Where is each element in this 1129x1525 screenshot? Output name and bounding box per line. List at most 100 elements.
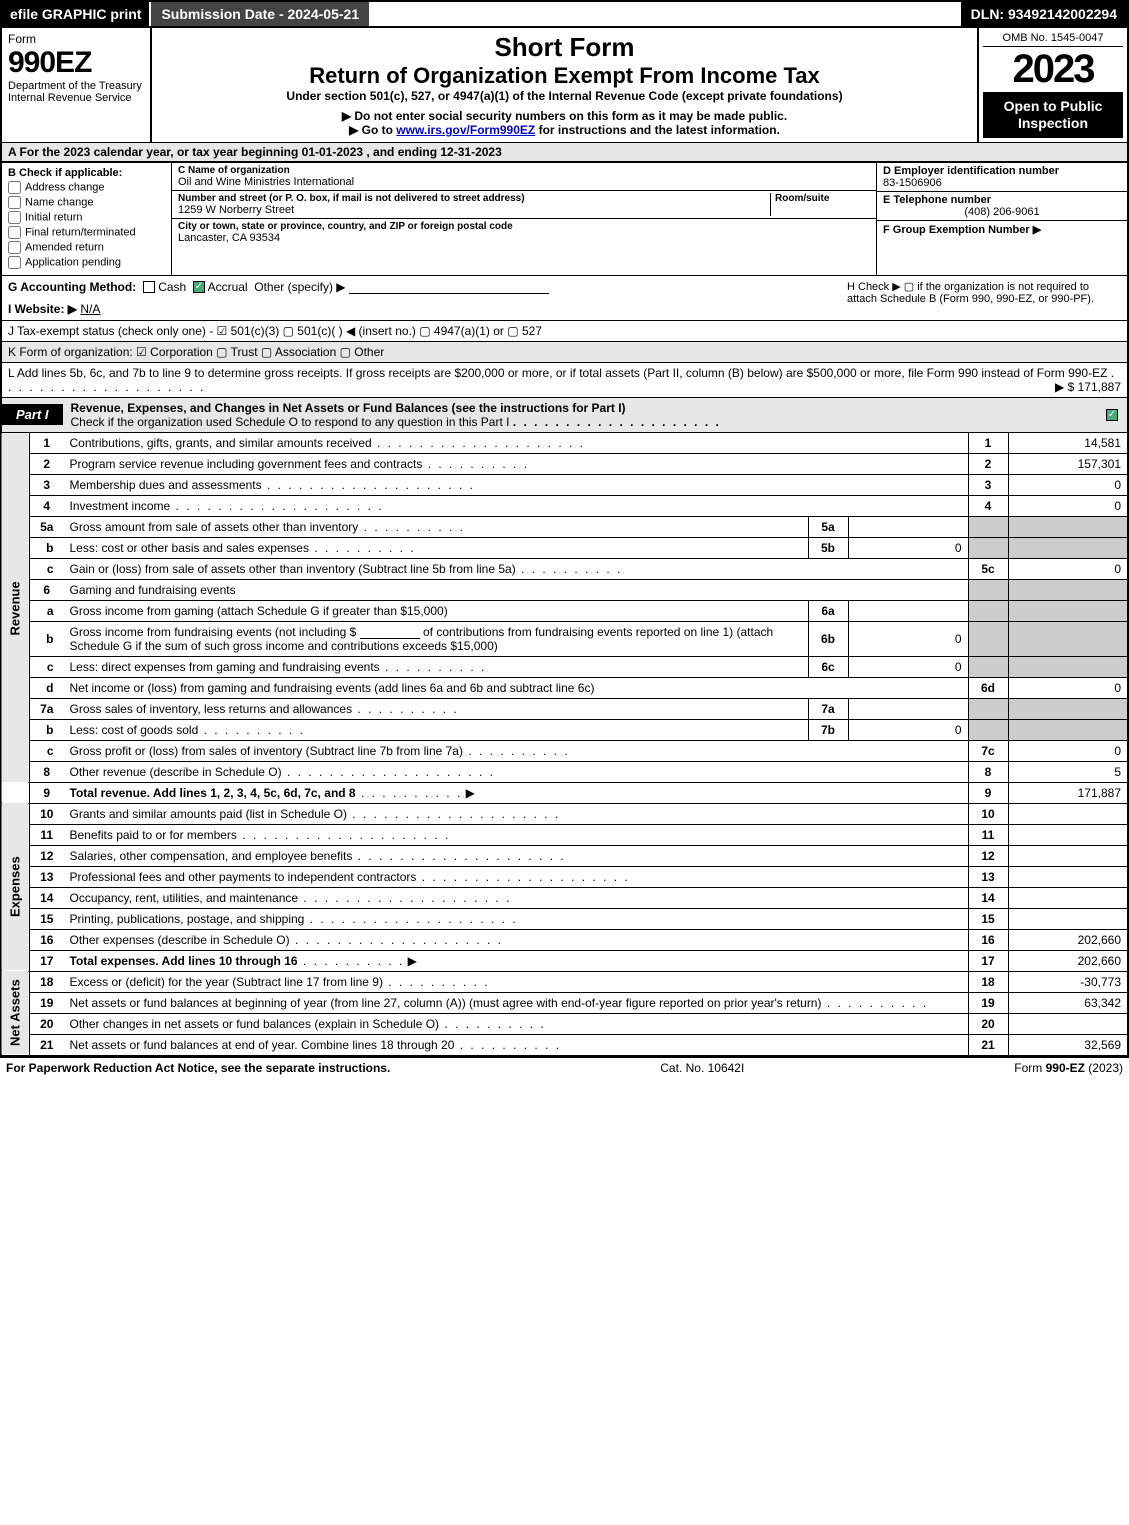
line-desc: Less: direct expenses from gaming and fu… [70,660,380,674]
footer-left: For Paperwork Reduction Act Notice, see … [6,1061,390,1075]
line-desc: Net assets or fund balances at end of ye… [70,1038,455,1052]
goto-pre: ▶ Go to [349,123,396,137]
sub-num: 5b [808,537,848,558]
irs-link[interactable]: www.irs.gov/Form990EZ [396,123,535,137]
line-desc: Professional fees and other payments to … [70,870,417,884]
line-num: 10 [30,803,64,824]
line-num: 21 [30,1034,64,1055]
line-8: 8 Other revenue (describe in Schedule O)… [1,761,1128,782]
col-val: -30,773 [1008,971,1128,992]
col-val: 14,581 [1008,433,1128,454]
line-desc: Other changes in net assets or fund bala… [70,1017,440,1031]
col-val-shade [1008,621,1128,656]
other-field[interactable] [349,280,549,294]
col-num-shade [968,656,1008,677]
line-6d: d Net income or (loss) from gaming and f… [1,677,1128,698]
goto-post: for instructions and the latest informat… [535,123,780,137]
form-title: Return of Organization Exempt From Incom… [156,63,973,89]
line-desc: Investment income [70,499,171,513]
line-5a: 5a Gross amount from sale of assets othe… [1,516,1128,537]
chk-accrual[interactable]: ✓ [193,281,205,293]
line-12: 12 Salaries, other compensation, and emp… [1,845,1128,866]
col-d: D Employer identification number 83-1506… [877,163,1127,275]
sub-val [848,698,968,719]
row-l-text: L Add lines 5b, 6c, and 7b to line 9 to … [8,366,1107,380]
line-desc: Gaming and fundraising events [64,579,969,600]
chk-pending[interactable]: Application pending [8,256,165,269]
website-val: N/A [80,302,100,316]
grp-hdr: F Group Exemption Number ▶ [883,224,1041,236]
blank-field[interactable] [360,625,420,639]
col-val: 32,569 [1008,1034,1128,1055]
sub-val [848,516,968,537]
col-num: 18 [968,971,1008,992]
chk-initial-return[interactable]: Initial return [8,211,165,224]
line-num: 18 [30,971,64,992]
goto-note: ▶ Go to www.irs.gov/Form990EZ for instru… [156,123,973,137]
col-val: 157,301 [1008,453,1128,474]
line-6b: b Gross income from fundraising events (… [1,621,1128,656]
col-val-shade [1008,719,1128,740]
col-num: 15 [968,908,1008,929]
line-num: 19 [30,992,64,1013]
col-val: 0 [1008,558,1128,579]
col-c: C Name of organization Oil and Wine Mini… [172,163,877,275]
row-j: J Tax-exempt status (check only one) - ☑… [0,321,1129,342]
line-desc: Salaries, other compensation, and employ… [70,849,353,863]
col-val: 171,887 [1008,782,1128,803]
row-g: G Accounting Method: Cash ✓ Accrual Othe… [8,280,841,316]
line-desc: Benefits paid to or for members [70,828,237,842]
sub-num: 7a [808,698,848,719]
col-num: 20 [968,1013,1008,1034]
line-desc: Excess or (deficit) for the year (Subtra… [70,975,383,989]
chk-amended[interactable]: Amended return [8,241,165,254]
line-desc: Grants and similar amounts paid (list in… [70,807,347,821]
line-desc: Total revenue. Add lines 1, 2, 3, 4, 5c,… [70,786,356,800]
sub-val: 0 [848,537,968,558]
line-6: 6 Gaming and fundraising events [1,579,1128,600]
col-num-shade [968,537,1008,558]
col-val: 202,660 [1008,929,1128,950]
side-blank [1,782,30,803]
col-val-shade [1008,600,1128,621]
sub-num: 6a [808,600,848,621]
submission-date: Submission Date - 2024-05-21 [149,2,369,26]
col-val [1008,887,1128,908]
chk-name-change[interactable]: Name change [8,196,165,209]
line-17: 17 Total expenses. Add lines 10 through … [1,950,1128,971]
part1-header: Part I Revenue, Expenses, and Changes in… [0,398,1129,433]
sub-num: 6c [808,656,848,677]
tax-year: 2023 [983,47,1123,92]
line-num: b [30,537,64,558]
col-val: 0 [1008,740,1128,761]
org-name: Oil and Wine Ministries International [178,176,870,188]
line-num: b [30,621,64,656]
row-gh: G Accounting Method: Cash ✓ Accrual Othe… [0,276,1129,321]
col-b: B Check if applicable: Address change Na… [2,163,172,275]
part1-title: Revenue, Expenses, and Changes in Net As… [63,398,1097,432]
form-word: Form [8,32,144,46]
chk-label: Final return/terminated [25,226,136,238]
row-h: H Check ▶ ▢ if the organization is not r… [841,280,1121,316]
chk-final-return[interactable]: Final return/terminated [8,226,165,239]
line-6c: c Less: direct expenses from gaming and … [1,656,1128,677]
col-num: 13 [968,866,1008,887]
street-block: Number and street (or P. O. box, if mail… [172,191,876,219]
city-hdr: City or town, state or province, country… [178,221,870,232]
line-desc: Gross income from fundraising events (no… [70,625,357,639]
line-20: 20 Other changes in net assets or fund b… [1,1013,1128,1034]
chk-cash[interactable] [143,281,155,293]
line-16: 16 Other expenses (describe in Schedule … [1,929,1128,950]
line-num: 7a [30,698,64,719]
line-desc: Other expenses (describe in Schedule O) [70,933,290,947]
footer-right: Form 990-EZ (2023) [1014,1061,1123,1075]
line-num: 1 [30,433,64,454]
line-num: b [30,719,64,740]
line-desc: Program service revenue including govern… [70,457,423,471]
line-num: 4 [30,495,64,516]
top-bar: efile GRAPHIC print Submission Date - 20… [0,0,1129,28]
chk-address-change[interactable]: Address change [8,181,165,194]
lines-table: Revenue 1 Contributions, gifts, grants, … [0,433,1129,1056]
footer-right-post: (2023) [1085,1061,1123,1075]
part1-chk[interactable]: ✓ [1097,408,1127,422]
